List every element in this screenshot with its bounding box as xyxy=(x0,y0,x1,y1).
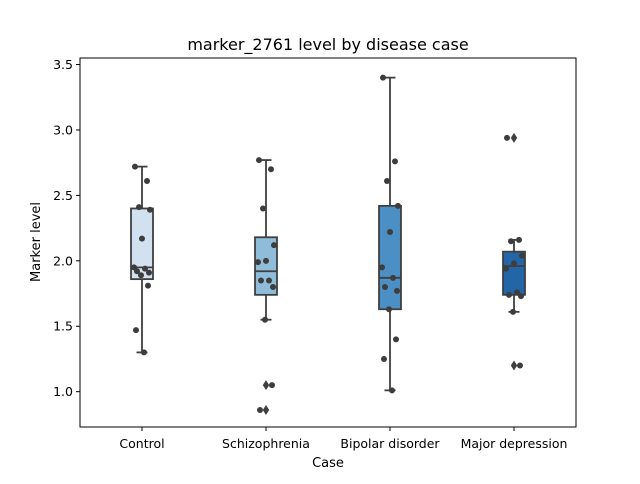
data-point xyxy=(147,206,153,213)
y-axis: 1.0 1.5 2.0 2.5 3.0 3.5 xyxy=(53,57,80,399)
x-tick-label: Bipolar disorder xyxy=(340,436,440,451)
points-group xyxy=(503,134,525,369)
outlier-marker xyxy=(262,404,270,415)
data-point xyxy=(518,293,524,300)
data-point xyxy=(508,238,514,245)
data-point xyxy=(266,277,272,284)
data-point xyxy=(133,327,139,334)
data-point xyxy=(142,265,148,272)
x-axis-label: Case xyxy=(312,456,344,471)
data-point xyxy=(503,265,509,272)
y-tick-label: 1.0 xyxy=(53,384,73,399)
x-tick-label: Control xyxy=(119,436,164,451)
outlier-marker xyxy=(510,132,518,143)
chart-title: marker_2761 level by disease case xyxy=(187,35,468,55)
outlier-marker xyxy=(262,380,270,391)
y-tick-label: 2.5 xyxy=(53,188,73,203)
data-point xyxy=(384,178,390,184)
data-point xyxy=(386,306,392,313)
data-point xyxy=(146,269,152,276)
data-point xyxy=(379,264,385,271)
x-axis: Control Schizophrenia Bipolar disorder Majo… xyxy=(119,427,567,451)
y-tick-label: 2.0 xyxy=(53,253,73,268)
y-axis-label: Marker level xyxy=(29,202,44,282)
box-group xyxy=(502,132,526,371)
data-point xyxy=(255,259,261,266)
data-point xyxy=(514,289,520,296)
points-group xyxy=(379,74,401,394)
data-point xyxy=(394,287,400,294)
data-point xyxy=(134,268,140,275)
data-point xyxy=(141,349,147,356)
data-point xyxy=(263,257,269,264)
data-point xyxy=(510,308,516,315)
data-point xyxy=(132,163,138,170)
data-point xyxy=(392,158,398,165)
data-point xyxy=(390,274,396,281)
data-point xyxy=(271,242,277,249)
data-point xyxy=(260,205,266,212)
data-point xyxy=(519,252,525,259)
data-point xyxy=(382,283,388,290)
data-point xyxy=(381,355,387,362)
data-point xyxy=(139,235,145,242)
data-point xyxy=(138,272,144,279)
data-point xyxy=(269,382,275,389)
plot-area xyxy=(130,74,526,415)
x-tick-label: Schizophrenia xyxy=(222,436,310,451)
data-point xyxy=(504,134,510,141)
data-point xyxy=(387,229,393,236)
data-point xyxy=(256,157,262,164)
y-tick-label: 3.0 xyxy=(53,122,73,137)
data-point xyxy=(257,406,263,413)
plot-frame xyxy=(79,57,577,428)
points-group xyxy=(131,163,153,356)
data-point xyxy=(262,316,268,323)
data-point xyxy=(258,277,264,284)
data-point xyxy=(516,236,522,243)
box xyxy=(130,207,154,281)
outlier-marker xyxy=(510,360,518,371)
data-point xyxy=(268,166,274,173)
box-group xyxy=(130,165,154,354)
data-point xyxy=(380,74,386,81)
y-tick-label: 3.5 xyxy=(53,57,73,72)
data-point xyxy=(511,260,517,267)
data-point xyxy=(393,336,399,343)
data-point xyxy=(395,202,401,209)
box xyxy=(502,250,526,296)
data-point xyxy=(506,291,512,298)
data-point xyxy=(144,178,150,184)
data-point xyxy=(136,204,142,211)
data-point xyxy=(389,387,395,394)
data-point xyxy=(145,282,151,289)
x-tick-label: Major depression xyxy=(461,436,568,451)
y-tick-label: 1.5 xyxy=(53,319,73,334)
data-point xyxy=(270,283,276,290)
data-point xyxy=(517,362,523,369)
points-group xyxy=(255,157,277,413)
